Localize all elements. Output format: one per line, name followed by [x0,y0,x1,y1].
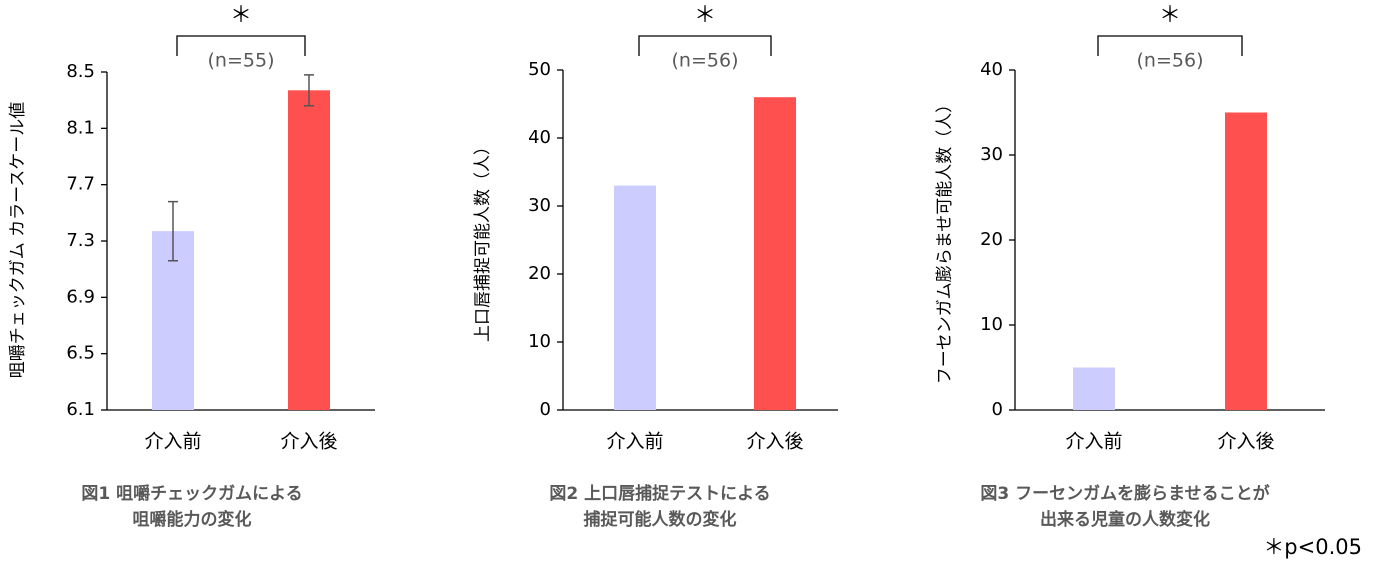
y-tick-label: 20 [980,229,1003,250]
caption: 図3 フーセンガムを膨らませることが [980,483,1269,504]
bar [614,185,656,410]
y-tick-label: 8.5 [66,61,95,82]
y-tick-label: 50 [528,59,551,80]
caption: 咀嚼能力の変化 [133,509,252,530]
y-axis-label: 咀嚼チェックガム カラースケール値 [8,102,28,379]
y-tick-label: 8.1 [66,117,95,138]
caption: 図2 上口唇捕捉テストによる [549,483,770,504]
x-tick-label: 介入後 [1217,431,1274,453]
y-tick-label: 0 [992,399,1003,420]
x-tick-label: 介入後 [746,431,803,453]
y-axis-label: 上口唇捕捉可能人数（人） [473,138,493,342]
caption: 出来る児童の人数変化 [1040,509,1210,530]
x-tick-label: 介入前 [606,431,663,453]
y-tick-label: 30 [980,144,1003,165]
bar [1073,367,1115,410]
y-axis-label: フーセンガム膨らませ可能人数（人） [935,96,955,385]
y-tick-label: 10 [980,314,1003,335]
sample-size: (n=56) [672,50,739,72]
significance-mark: ＊ [1159,3,1181,28]
bar [288,90,330,410]
y-tick-label: 7.3 [66,230,95,251]
sample-size: (n=55) [208,50,275,72]
x-tick-label: 介入前 [144,431,201,453]
bar [1225,112,1267,410]
y-tick-label: 7.7 [66,174,95,195]
significance-bracket [176,35,306,56]
y-tick-label: 0 [540,399,551,420]
sample-size: (n=56) [1137,50,1204,72]
y-tick-label: 6.1 [66,399,95,420]
significance-mark: ＊ [230,3,252,28]
y-tick-label: 40 [980,59,1003,80]
y-tick-label: 6.9 [66,286,95,307]
y-tick-label: 10 [528,331,551,352]
error-bar [304,74,314,107]
bar [754,97,796,410]
x-tick-label: 介入後 [280,431,337,453]
footnote: ＊p<0.05 [1263,535,1362,559]
y-tick-label: 30 [528,195,551,216]
significance-bracket [1097,35,1243,56]
x-tick-label: 介入前 [1065,431,1122,453]
significance-mark: ＊ [694,3,716,28]
caption: 捕捉可能人数の変化 [584,509,737,530]
y-tick-label: 6.5 [66,343,95,364]
significance-bracket [638,35,772,56]
caption: 図1 咀嚼チェックガムによる [81,483,302,504]
y-tick-label: 20 [528,263,551,284]
error-bar [168,200,178,262]
y-tick-label: 40 [528,127,551,148]
